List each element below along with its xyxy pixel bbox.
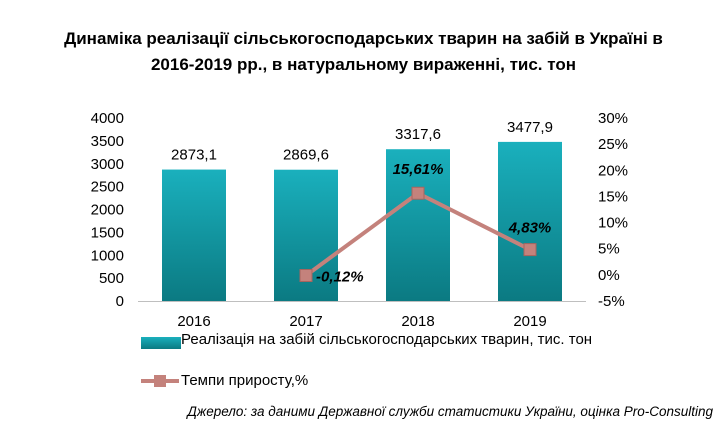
y-left-tick-label: 2500 — [91, 179, 124, 196]
bar-data-label: 2873,1 — [171, 147, 217, 164]
source-note: Джерело: за даними Державної служби стат… — [187, 404, 713, 419]
y-left-tick-label: 3500 — [91, 133, 124, 150]
x-tick-label: 2019 — [513, 313, 546, 330]
legend-swatch-bar — [141, 337, 181, 349]
growth-marker — [299, 268, 313, 282]
y-right-tick-label: 10% — [598, 215, 628, 232]
bar — [162, 169, 226, 301]
y-left-tick-label: 500 — [99, 270, 124, 287]
x-tick-label: 2016 — [177, 313, 210, 330]
bar-data-label: 3317,6 — [395, 126, 441, 143]
y-left-tick-label: 1500 — [91, 224, 124, 241]
y-left-tick-label: 0 — [116, 293, 124, 310]
y-right-tick-label: 5% — [598, 241, 620, 258]
y-right-tick-label: 0% — [598, 267, 620, 284]
y-right-tick-label: 20% — [598, 162, 628, 179]
y-right-tick-label: 30% — [598, 110, 628, 127]
y-right-tick-label: 15% — [598, 188, 628, 205]
y-left-tick-label: 1000 — [91, 247, 124, 264]
growth-data-label: 15,61% — [393, 161, 444, 178]
bar-data-label: 3477,9 — [507, 119, 553, 136]
x-tick-label: 2017 — [289, 313, 322, 330]
growth-marker — [411, 186, 425, 200]
growth-data-label: -0,12% — [316, 268, 364, 285]
x-tick-label: 2018 — [401, 313, 434, 330]
y-right-tick-label: 25% — [598, 136, 628, 153]
bar — [498, 141, 562, 301]
y-left-tick-label: 4000 — [91, 110, 124, 127]
legend-label-line: Темпи приросту,% — [181, 372, 309, 389]
chart-title-line-2: 2016-2019 рр., в натуральному вираженні,… — [150, 55, 577, 74]
chart-title-line-1: Динаміка реалізації сільськогосподарськи… — [64, 29, 663, 48]
bar-data-label: 2869,6 — [283, 147, 329, 164]
legend-label-bars: Реалізація на забій сільськогосподарськи… — [181, 331, 593, 348]
bar — [386, 149, 450, 301]
legend-swatch-line — [141, 375, 179, 387]
growth-data-label: 4,83% — [508, 220, 552, 237]
chart-title: Динаміка реалізації сільськогосподарськи… — [0, 26, 727, 78]
growth-marker — [523, 243, 537, 257]
y-left-tick-label: 2000 — [91, 202, 124, 219]
y-left-tick-label: 3000 — [91, 156, 124, 173]
y-right-tick-label: -5% — [598, 293, 625, 310]
